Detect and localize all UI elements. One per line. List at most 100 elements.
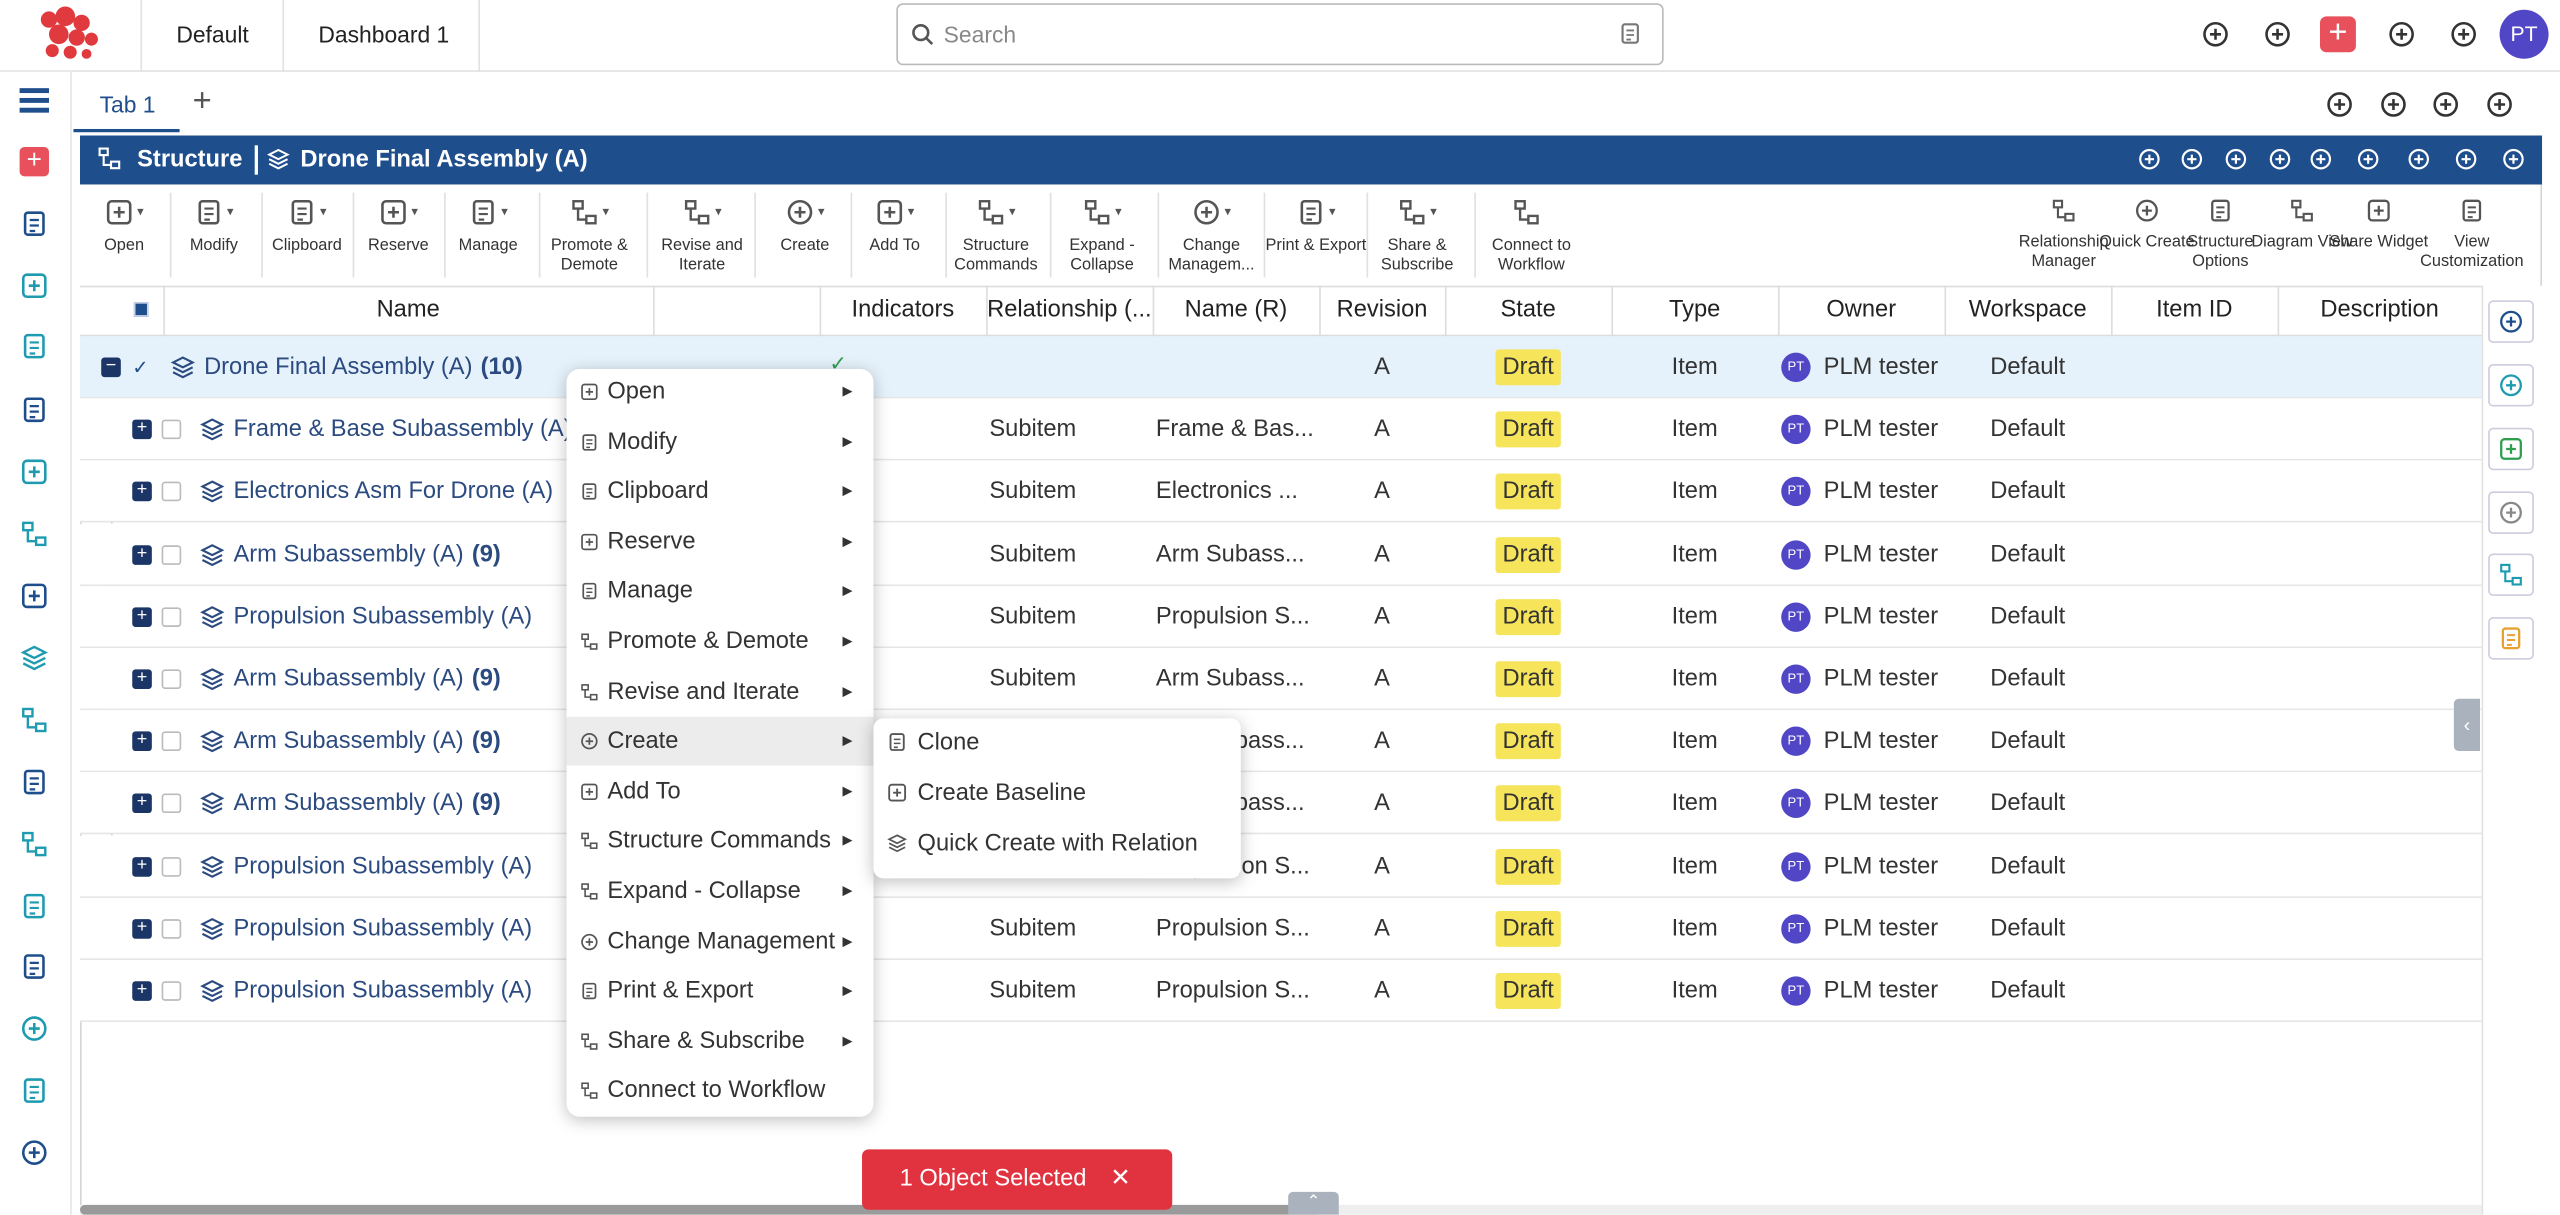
nav-item[interactable]: Dashboard 1: [318, 18, 449, 51]
icon[interactable]: [785, 198, 814, 227]
item-name[interactable]: Propulsion Subassembly (A): [233, 601, 532, 634]
toolbar-button[interactable]: Share & Subscribe: [1362, 237, 1473, 275]
item-name[interactable]: Propulsion Subassembly (A): [233, 913, 532, 946]
icon[interactable]: [287, 198, 316, 227]
icon[interactable]: [20, 1138, 49, 1167]
icon[interactable]: [2134, 198, 2160, 224]
icon[interactable]: [2498, 309, 2524, 335]
icon[interactable]: [2180, 147, 2204, 171]
icon[interactable]: [2325, 90, 2354, 119]
add-tab[interactable]: +: [193, 85, 222, 118]
row-checkbox[interactable]: [162, 919, 182, 939]
column-header[interactable]: Revision: [1319, 294, 1445, 327]
column-header[interactable]: Name: [163, 294, 653, 327]
column-header[interactable]: Item ID: [2111, 294, 2278, 327]
column-header[interactable]: Name (R): [1153, 294, 1320, 327]
icon[interactable]: [2449, 20, 2478, 49]
icon[interactable]: [2387, 20, 2416, 49]
icon[interactable]: [1082, 198, 1111, 227]
toolbar-button[interactable]: Manage: [433, 237, 544, 256]
row-checkbox[interactable]: [162, 482, 182, 502]
icon[interactable]: [379, 198, 408, 227]
icon[interactable]: [2268, 147, 2292, 171]
item-name[interactable]: Drone Final Assembly (A)(10): [204, 351, 523, 384]
menu-item[interactable]: Modify: [607, 425, 677, 458]
expand-toggle[interactable]: +: [132, 857, 152, 877]
menu-item[interactable]: Manage: [607, 575, 693, 608]
menu-toggle[interactable]: [20, 88, 49, 114]
expand-toggle[interactable]: +: [132, 981, 152, 1001]
icon[interactable]: [2485, 90, 2514, 119]
icon[interactable]: [20, 829, 49, 858]
icon[interactable]: [20, 891, 49, 920]
column-header[interactable]: Description: [2278, 294, 2482, 327]
icon[interactable]: [20, 705, 49, 734]
toolbar-button[interactable]: Revise and Iterate: [647, 237, 758, 275]
expand-toggle[interactable]: +: [132, 607, 152, 627]
column-header[interactable]: Relationship (...: [986, 294, 1153, 327]
menu-item[interactable]: Reserve: [607, 525, 695, 558]
submenu-item[interactable]: Create Baseline: [918, 777, 1086, 810]
icon[interactable]: [1512, 198, 1541, 227]
icon[interactable]: [1192, 198, 1221, 227]
menu-item[interactable]: Clipboard: [607, 475, 708, 508]
row-checkbox[interactable]: [162, 545, 182, 565]
icon[interactable]: [875, 198, 904, 227]
icon[interactable]: [1398, 198, 1427, 227]
icon[interactable]: [20, 581, 49, 610]
menu-item[interactable]: Create: [607, 725, 678, 758]
column-header[interactable]: Owner: [1778, 294, 1945, 327]
item-name[interactable]: Propulsion Subassembly (A): [233, 975, 532, 1008]
icon[interactable]: [2498, 625, 2524, 651]
toolbar-button[interactable]: Connect to Workflow: [1476, 237, 1587, 275]
icon[interactable]: [20, 952, 49, 981]
expand-toggle[interactable]: +: [132, 669, 152, 689]
icon[interactable]: [2137, 147, 2161, 171]
icon[interactable]: [20, 209, 49, 238]
icon[interactable]: [570, 198, 599, 227]
user-avatar[interactable]: PT: [2500, 10, 2549, 59]
item-name[interactable]: Arm Subassembly (A)(9): [233, 725, 500, 758]
toolbar-button[interactable]: Promote & Demote: [534, 237, 645, 275]
icon[interactable]: [2431, 90, 2460, 119]
menu-item[interactable]: Share & Subscribe: [607, 1025, 804, 1058]
icon[interactable]: [20, 643, 49, 672]
icon[interactable]: [2224, 147, 2248, 171]
icon[interactable]: [2289, 198, 2315, 224]
menu-item[interactable]: Connect to Workflow: [607, 1075, 825, 1108]
row-checkbox[interactable]: [162, 793, 182, 813]
icon[interactable]: [2207, 198, 2233, 224]
icon[interactable]: [2201, 20, 2230, 49]
icon[interactable]: [2263, 20, 2292, 49]
item-name[interactable]: Electronics Asm For Drone (A): [233, 475, 553, 508]
row-checkbox[interactable]: ✓: [132, 358, 152, 378]
icon[interactable]: [104, 198, 133, 227]
icon[interactable]: [1296, 198, 1325, 227]
collapse-toggle[interactable]: −: [101, 358, 121, 378]
toolbar-button[interactable]: Structure Commands: [940, 237, 1051, 275]
row-checkbox[interactable]: [162, 420, 182, 440]
menu-item[interactable]: Structure Commands: [607, 825, 831, 858]
icon[interactable]: [20, 457, 49, 486]
menu-item[interactable]: Expand - Collapse: [607, 875, 800, 908]
toolbar-button[interactable]: Print & Export: [1260, 237, 1371, 256]
icon[interactable]: [2309, 147, 2333, 171]
column-header[interactable]: Type: [1611, 294, 1778, 327]
expand-toggle[interactable]: +: [132, 545, 152, 565]
item-name[interactable]: Arm Subassembly (A)(9): [233, 539, 500, 572]
icon[interactable]: [2498, 372, 2524, 398]
expand-toggle[interactable]: +: [132, 793, 152, 813]
icon[interactable]: [2498, 562, 2524, 588]
row-checkbox[interactable]: [162, 607, 182, 627]
icon[interactable]: [976, 198, 1005, 227]
item-name[interactable]: Arm Subassembly (A)(9): [233, 663, 500, 696]
toolbar-button[interactable]: Change Managem...: [1156, 237, 1267, 275]
icon[interactable]: [20, 1014, 49, 1043]
icon[interactable]: [20, 395, 49, 424]
toolbar-button[interactable]: Expand - Collapse: [1047, 237, 1158, 275]
submenu-item[interactable]: Quick Create with Relation: [918, 828, 1198, 861]
icon[interactable]: [20, 331, 49, 360]
row-checkbox[interactable]: [162, 731, 182, 751]
item-name[interactable]: Arm Subassembly (A)(9): [233, 787, 500, 820]
expand-toggle[interactable]: +: [132, 919, 152, 939]
